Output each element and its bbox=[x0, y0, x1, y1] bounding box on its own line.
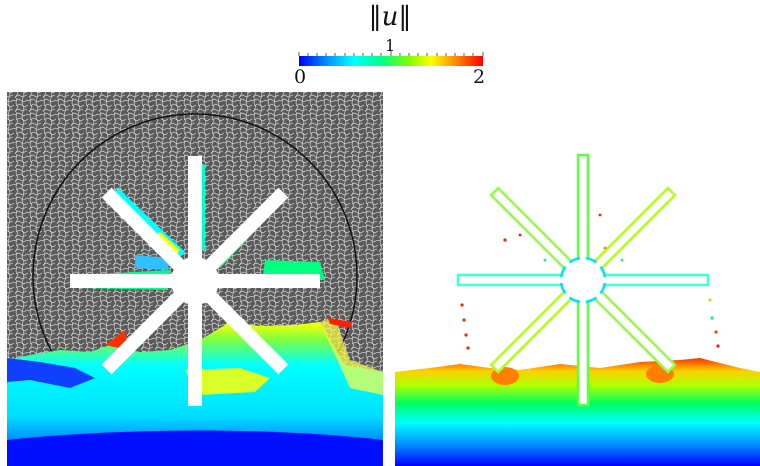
right-droplets bbox=[460, 213, 720, 350]
left-water-dark-band bbox=[7, 430, 383, 466]
colorbar-mid-label: 1 bbox=[385, 36, 396, 55]
colorbar-min-label: 0 bbox=[294, 66, 307, 88]
left-water-right-edge bbox=[320, 318, 383, 395]
right-panel bbox=[395, 92, 760, 466]
colorbar bbox=[298, 51, 484, 66]
right-water bbox=[395, 358, 760, 466]
colorbar-title: ‖u‖ bbox=[368, 2, 412, 32]
colorbar-ticks bbox=[298, 51, 484, 56]
colorbar-max-label: 2 bbox=[473, 66, 486, 88]
left-wheel bbox=[70, 156, 320, 406]
left-splash-red bbox=[328, 318, 352, 328]
left-water-surface-blue bbox=[7, 358, 95, 388]
right-wheel-fill bbox=[460, 157, 706, 403]
colorbar-gradient bbox=[299, 56, 483, 66]
left-panel bbox=[7, 92, 383, 466]
left-water-yellow bbox=[185, 368, 270, 395]
